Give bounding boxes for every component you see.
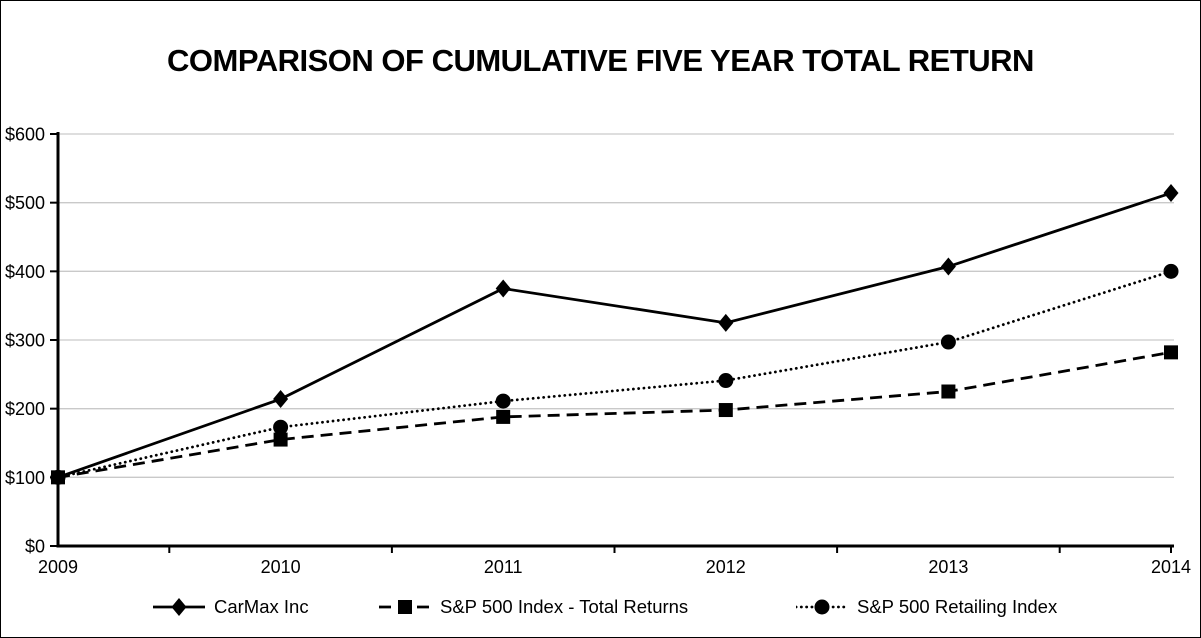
- circle-marker: [1163, 263, 1179, 279]
- series-line-s-p-500-index-total-returns: [57, 350, 1172, 479]
- square-marker: [941, 384, 956, 399]
- y-tick-label: $200: [5, 399, 45, 419]
- legend-item-label: CarMax Inc: [214, 596, 309, 617]
- legend-item-label: S&P 500 Index - Total Returns: [440, 596, 689, 617]
- diamond-marker: [495, 279, 511, 298]
- legend-item-carmax-inc: CarMax Inc: [153, 593, 309, 621]
- square-marker: [398, 600, 412, 614]
- legend-item-s-p-500-index-total-returns: S&P 500 Index - Total Returns: [379, 593, 688, 621]
- diamond-marker: [940, 257, 956, 276]
- circle-marker: [940, 334, 956, 350]
- y-tick-label: $500: [5, 193, 45, 213]
- diamond-marker: [171, 598, 187, 616]
- circle-marker: [273, 419, 289, 435]
- y-tick-label: $0: [25, 537, 45, 557]
- legend: CarMax Inc S&P 500 Index - Total Returns S…: [1, 593, 1200, 623]
- x-tick-label: 2009: [38, 557, 78, 577]
- chart-title: COMPARISON OF CUMULATIVE FIVE YEAR TOTAL…: [167, 43, 1034, 78]
- square-marker: [273, 432, 288, 447]
- circle-marker: [814, 599, 830, 615]
- y-tick-label: $100: [5, 468, 45, 488]
- square-marker: [496, 409, 511, 424]
- square-marker: [1164, 345, 1178, 360]
- square-marker: [718, 403, 733, 418]
- legend-circle-icon: [796, 599, 848, 615]
- circle-marker: [495, 393, 511, 409]
- plot-area: $0 $100 $200 $300 $400 $500 $600 2009 2010 2011 20…: [5, 125, 1191, 578]
- y-tick-label: $400: [5, 262, 45, 282]
- diamond-marker: [273, 390, 289, 409]
- x-tick-label: 2013: [928, 557, 968, 577]
- y-tick-label: $300: [5, 331, 45, 351]
- circle-marker: [718, 373, 734, 389]
- series-line-carmax-inc: [57, 191, 1172, 479]
- legend-item-s-p-500-retailing-index: S&P 500 Retailing Index: [796, 593, 1057, 621]
- y-tick-label: $600: [5, 125, 45, 145]
- x-tick-label: 2010: [261, 557, 301, 577]
- series-line-s-p-500-retailing-index: [56, 269, 1173, 479]
- diamond-marker: [718, 313, 734, 332]
- x-tick-label: 2014: [1151, 557, 1191, 577]
- legend-diamond-icon: [153, 598, 205, 616]
- circle-marker: [50, 469, 66, 485]
- legend-item-label: S&P 500 Retailing Index: [857, 596, 1058, 617]
- x-tick-label: 2012: [706, 557, 746, 577]
- legend-square-icon: [379, 600, 431, 614]
- x-tick-label: 2011: [484, 557, 523, 577]
- diamond-marker: [1163, 184, 1179, 203]
